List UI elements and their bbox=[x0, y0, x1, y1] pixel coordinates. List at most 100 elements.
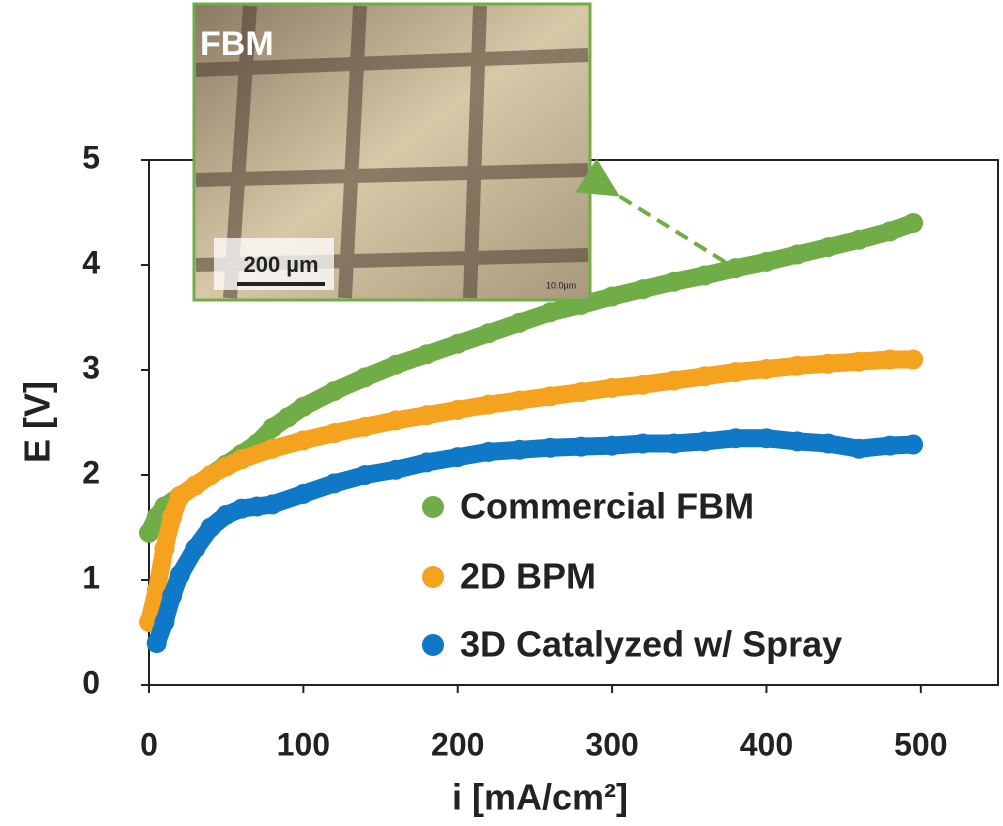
point bbox=[386, 410, 406, 430]
legend-swatch bbox=[422, 496, 444, 518]
point bbox=[154, 539, 174, 559]
y-tick-label: 4 bbox=[82, 244, 100, 280]
point bbox=[664, 371, 684, 391]
point bbox=[540, 302, 560, 322]
legend-swatch bbox=[422, 566, 444, 588]
point bbox=[324, 473, 344, 493]
inset: FBM 200 µm 10.0µm bbox=[194, 4, 590, 300]
point bbox=[293, 430, 313, 450]
point bbox=[633, 375, 653, 395]
x-tick-label: 200 bbox=[431, 726, 484, 762]
point bbox=[479, 442, 499, 462]
point bbox=[849, 230, 869, 250]
point bbox=[756, 252, 776, 272]
point bbox=[509, 440, 529, 460]
point bbox=[695, 431, 715, 451]
point bbox=[293, 397, 313, 417]
point bbox=[726, 428, 746, 448]
point bbox=[448, 334, 468, 354]
chart: 0100200300400500012345 i [mA/cm²] E [V] … bbox=[0, 0, 1003, 826]
scale-label: 200 µm bbox=[243, 252, 318, 277]
y-tick-label: 2 bbox=[82, 454, 100, 490]
point bbox=[509, 313, 529, 333]
point bbox=[602, 378, 622, 398]
point bbox=[170, 565, 190, 585]
point bbox=[262, 494, 282, 514]
legend-label: 3D Catalyzed w/ Spray bbox=[460, 624, 842, 665]
inset-label: FBM bbox=[200, 25, 274, 63]
point bbox=[726, 362, 746, 382]
y-tick-label: 0 bbox=[82, 664, 100, 700]
point bbox=[849, 352, 869, 372]
point bbox=[185, 539, 205, 559]
point bbox=[849, 439, 869, 459]
point bbox=[756, 428, 776, 448]
point bbox=[417, 405, 437, 425]
point bbox=[417, 344, 437, 364]
point bbox=[880, 436, 900, 456]
point bbox=[602, 436, 622, 456]
point bbox=[571, 437, 591, 457]
point bbox=[355, 367, 375, 387]
point bbox=[818, 354, 838, 374]
point bbox=[509, 390, 529, 410]
point bbox=[903, 435, 923, 455]
point bbox=[880, 350, 900, 370]
legend-swatch bbox=[422, 634, 444, 656]
point bbox=[262, 439, 282, 459]
point bbox=[695, 266, 715, 286]
small-label: 10.0µm bbox=[546, 280, 576, 290]
y-tick-label: 1 bbox=[82, 559, 100, 595]
x-tick-label: 0 bbox=[140, 726, 158, 762]
inset-arrow bbox=[603, 186, 725, 262]
point bbox=[162, 586, 182, 606]
y-axis-title: E [V] bbox=[17, 381, 58, 463]
point bbox=[324, 423, 344, 443]
point bbox=[818, 434, 838, 454]
point bbox=[386, 355, 406, 375]
point bbox=[903, 350, 923, 370]
legend-label: Commercial FBM bbox=[460, 486, 754, 527]
point bbox=[448, 400, 468, 420]
y-tick-label: 5 bbox=[82, 139, 100, 175]
point bbox=[154, 612, 174, 632]
x-tick-label: 500 bbox=[894, 726, 947, 762]
point bbox=[232, 449, 252, 469]
point bbox=[417, 452, 437, 472]
point bbox=[479, 323, 499, 343]
point bbox=[571, 382, 591, 402]
point bbox=[201, 518, 221, 538]
x-tick-label: 300 bbox=[585, 726, 638, 762]
point bbox=[355, 465, 375, 485]
point bbox=[355, 417, 375, 437]
point bbox=[448, 447, 468, 467]
point bbox=[664, 434, 684, 454]
point bbox=[293, 484, 313, 504]
point bbox=[695, 366, 715, 386]
point bbox=[726, 258, 746, 278]
point bbox=[787, 245, 807, 265]
series-trace bbox=[157, 438, 913, 643]
point bbox=[903, 213, 923, 233]
point bbox=[880, 221, 900, 241]
x-axis-title: i [mA/cm²] bbox=[452, 777, 628, 818]
y-tick-label: 3 bbox=[82, 349, 100, 385]
point bbox=[787, 356, 807, 376]
point bbox=[787, 431, 807, 451]
x-tick-label: 400 bbox=[740, 726, 793, 762]
point bbox=[633, 279, 653, 299]
point bbox=[386, 460, 406, 480]
point bbox=[162, 507, 182, 527]
point bbox=[818, 237, 838, 257]
point bbox=[479, 395, 499, 415]
point bbox=[602, 287, 622, 307]
point bbox=[147, 633, 167, 653]
point bbox=[633, 434, 653, 454]
point bbox=[664, 272, 684, 292]
legend-label: 2D BPM bbox=[460, 556, 596, 597]
point bbox=[540, 438, 560, 458]
point bbox=[540, 386, 560, 406]
point bbox=[324, 381, 344, 401]
point bbox=[756, 359, 776, 379]
x-tick-label: 100 bbox=[277, 726, 330, 762]
